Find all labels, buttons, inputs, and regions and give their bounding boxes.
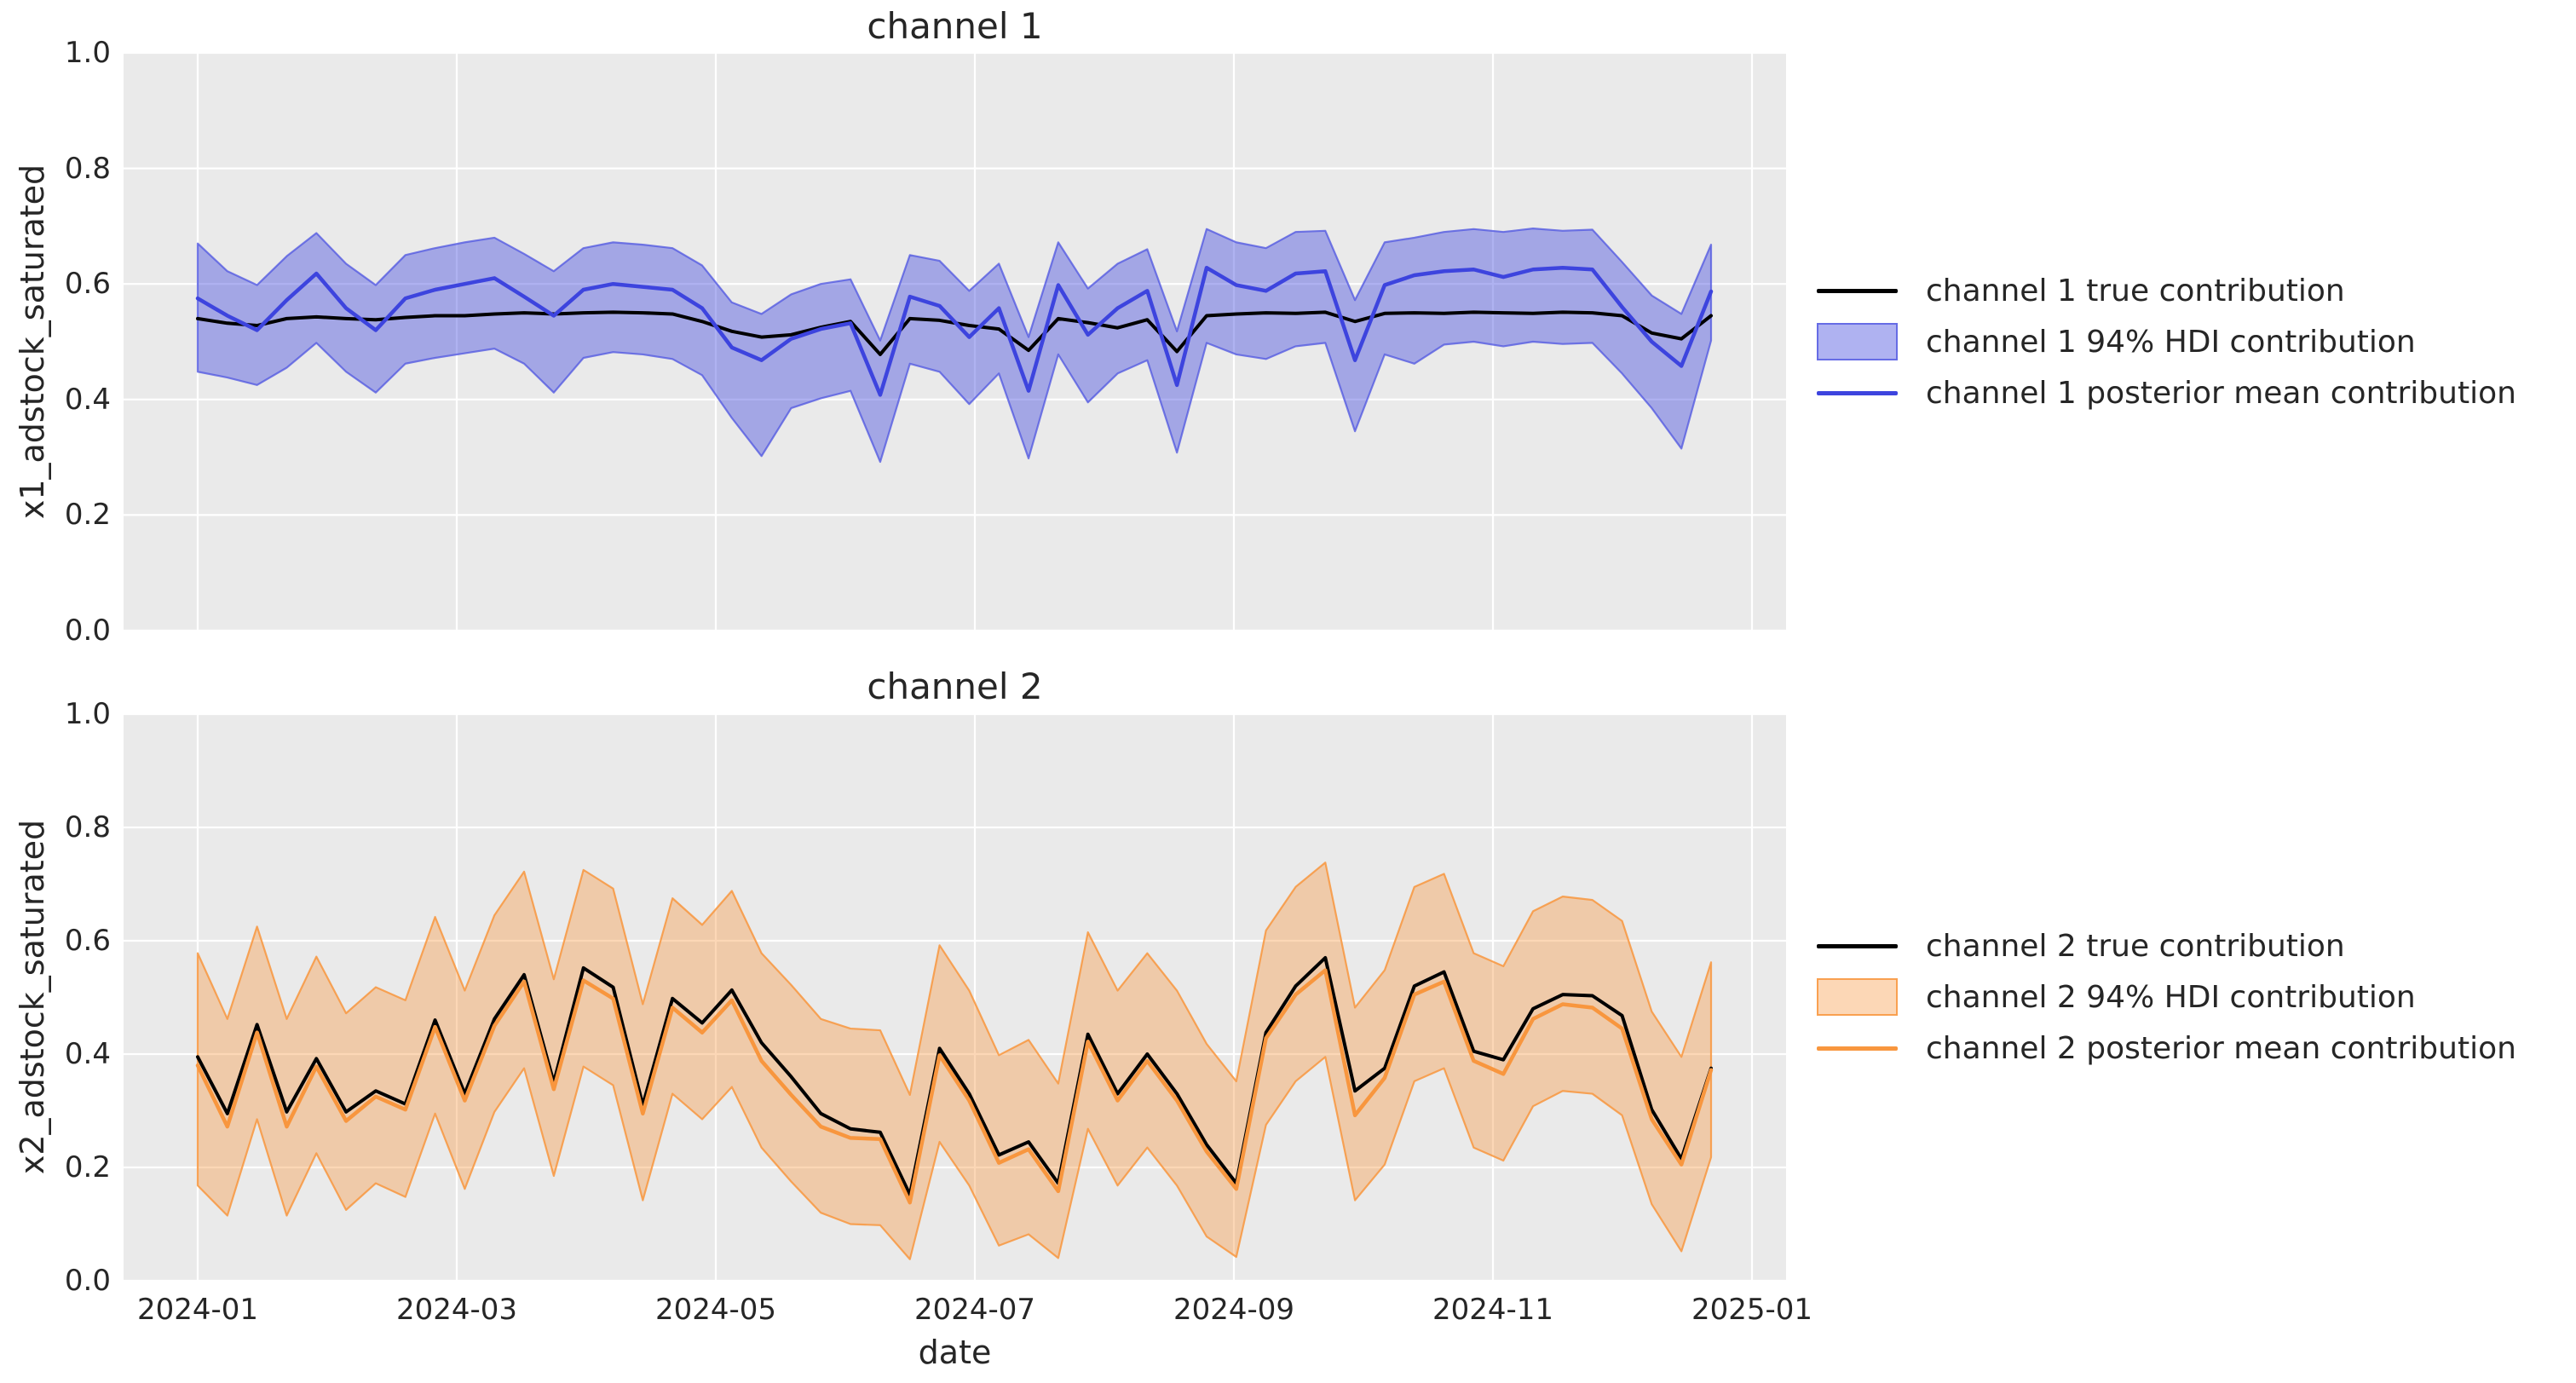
- y-tick-label: 0.4: [64, 1037, 111, 1071]
- y-tick-label: 0.8: [64, 810, 111, 844]
- y-tick-label: 0.6: [64, 924, 111, 958]
- y-tick-label: 0.2: [64, 498, 111, 533]
- x-tick-label: 2024-01: [136, 1293, 259, 1327]
- chart-1-title: channel 1: [867, 5, 1043, 47]
- y-tick-label: 0.8: [64, 151, 111, 186]
- legend-label: channel 2 true contribution: [1926, 928, 2345, 964]
- x-tick-label: 2024-11: [1432, 1293, 1554, 1327]
- chart-1-y-axis-label: x1_adstock_saturated: [14, 164, 51, 520]
- y-tick-label: 0.0: [64, 1264, 111, 1298]
- chart-1-legend: channel 1 true contribution channel 1 94…: [1817, 265, 2516, 418]
- legend-row: channel 1 94% HDI contribution: [1817, 316, 2516, 367]
- hdi-patch-swatch-icon: [1817, 323, 1898, 360]
- posterior-line-swatch-icon: [1817, 390, 1898, 395]
- legend-row: channel 2 94% HDI contribution: [1817, 971, 2516, 1023]
- legend-label: channel 1 true contribution: [1926, 273, 2345, 308]
- true-line-swatch-icon: [1817, 288, 1898, 293]
- legend-label: channel 2 94% HDI contribution: [1926, 979, 2416, 1015]
- x-tick-label: 2024-05: [654, 1293, 777, 1327]
- legend-label: channel 1 94% HDI contribution: [1926, 324, 2416, 360]
- legend-label: channel 1 posterior mean contribution: [1926, 375, 2516, 411]
- channel-1-plot: [124, 53, 1786, 631]
- y-tick-label: 1.0: [64, 697, 111, 731]
- posterior-line-swatch-icon: [1817, 1046, 1898, 1051]
- chart-2-title: channel 2: [867, 666, 1043, 707]
- legend-row: channel 1 true contribution: [1817, 265, 2516, 316]
- legend-row: channel 2 posterior mean contribution: [1817, 1023, 2516, 1074]
- hdi-patch-swatch-icon: [1817, 978, 1898, 1016]
- y-tick-label: 1.0: [64, 36, 111, 70]
- y-tick-label: 0.4: [64, 382, 111, 417]
- legend-row: channel 1 posterior mean contribution: [1817, 367, 2516, 418]
- x-tick-label: 2025-01: [1691, 1293, 1813, 1327]
- chart-2-legend: channel 2 true contribution channel 2 94…: [1817, 920, 2516, 1074]
- channel-2-plot: [124, 714, 1786, 1281]
- x-tick-label: 2024-07: [913, 1293, 1036, 1327]
- x-tick-label: 2024-03: [395, 1293, 518, 1327]
- y-tick-label: 0.2: [64, 1150, 111, 1184]
- y-tick-label: 0.0: [64, 614, 111, 648]
- x-axis-label: date: [918, 1334, 992, 1371]
- legend-row: channel 2 true contribution: [1817, 920, 2516, 971]
- x-tick-label: 2024-09: [1173, 1293, 1295, 1327]
- legend-label: channel 2 posterior mean contribution: [1926, 1030, 2516, 1066]
- y-tick-label: 0.6: [64, 267, 111, 302]
- chart-2-y-axis-label: x2_adstock_saturated: [14, 819, 51, 1175]
- true-line-swatch-icon: [1817, 943, 1898, 948]
